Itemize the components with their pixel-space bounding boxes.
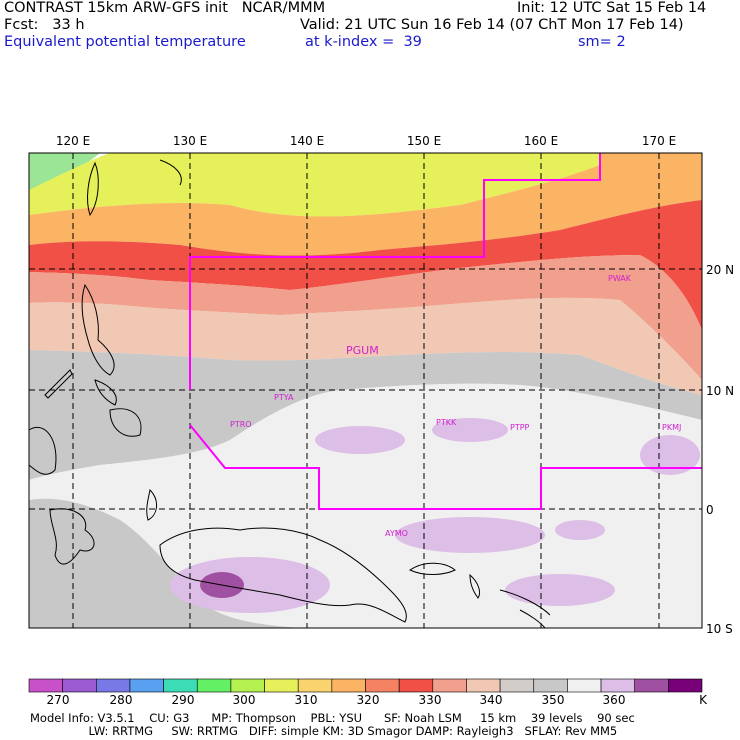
- colorbar-swatch: [398, 678, 434, 693]
- colorbar-swatch: [196, 678, 232, 693]
- colorbar-swatch: [230, 678, 265, 693]
- colorbar-label-290: 290: [171, 693, 195, 707]
- colorbar-swatch: [264, 678, 299, 693]
- colorbar-swatch: [365, 678, 400, 693]
- station-label: PGUM: [346, 344, 379, 357]
- colorbar-swatch: [600, 678, 635, 693]
- station-label: PWAK: [608, 274, 632, 283]
- colorbar-label-300: 300: [232, 693, 256, 707]
- lon-label-130e: 130 E: [172, 134, 208, 148]
- colorbar-swatch: [28, 678, 63, 693]
- colorbar-label-310: 310: [294, 693, 318, 707]
- lat-label-equator: 0: [706, 503, 714, 517]
- theta-e-band-salmon: [29, 255, 702, 380]
- model-info-line2: LW: RRTMG SW: RRTMG DIFF: simple KM: 3D …: [30, 724, 618, 738]
- colorbar-swatch: [466, 678, 501, 693]
- colorbar-label-320: 320: [356, 693, 380, 707]
- lon-label-160e: 160 E: [523, 134, 559, 148]
- station-label: PKMJ: [662, 423, 681, 432]
- colorbar-swatch: [634, 678, 669, 693]
- coastline-bougainville: [469, 573, 481, 599]
- theta-e-patch-lilac: [555, 520, 605, 540]
- coastline-palawan: [44, 369, 73, 399]
- header-title: CONTRAST 15km ARW-GFS init NCAR/MMM: [4, 0, 326, 16]
- colorbar-swatch: [129, 678, 164, 693]
- colorbar-unit: K: [699, 693, 707, 707]
- theta-e-patch-lilac: [505, 574, 615, 606]
- colorbar-swatch: [567, 678, 602, 693]
- theta-e-patch-lilac: [432, 418, 508, 442]
- colorbar-swatch: [96, 678, 131, 693]
- header-init-time: Init: 12 UTC Sat 15 Feb 14: [517, 0, 707, 16]
- colorbar-swatch: [297, 678, 333, 693]
- colorbar-label-270: 270: [46, 693, 70, 707]
- coastline-luzon: [81, 283, 115, 376]
- theta-e-patch-lilac: [395, 517, 545, 553]
- colorbar-swatch: [62, 678, 97, 693]
- theta-e-patch-lilac: [315, 426, 405, 454]
- map-frame: [28, 152, 703, 629]
- colorbar-label-340: 340: [479, 693, 503, 707]
- coastline-solomons: [499, 589, 551, 629]
- theta-e-band-yellow: [29, 153, 600, 217]
- header-level: at k-index = 39: [305, 34, 422, 50]
- station-label: PTPP: [510, 423, 530, 432]
- colorbar-swatch: [432, 678, 467, 693]
- lat-label-20n: 20 N: [706, 263, 735, 277]
- lon-label-150e: 150 E: [406, 134, 442, 148]
- coastline-sulawesi: [49, 508, 95, 565]
- coastline-new-guinea: [159, 527, 407, 623]
- coastline-borneo: [28, 427, 57, 475]
- coastline-halmahera: [146, 488, 157, 521]
- colorbar-label-360: 360: [602, 693, 626, 707]
- theta-e-band-cold: [29, 153, 100, 190]
- fir-boundary-line: [189, 153, 702, 510]
- model-info-line1: Model Info: V3.5.1 CU: G3 MP: Thompson P…: [30, 711, 635, 725]
- colorbar-label-330: 330: [418, 693, 442, 707]
- lon-label-170e: 170 E: [641, 134, 677, 148]
- header-forecast-hour: Fcst: 33 h: [4, 17, 85, 33]
- theta-e-patch-lilac: [170, 557, 330, 613]
- theta-e-patch-lilac: [640, 435, 700, 475]
- lat-label-10s: 10 S: [706, 622, 733, 636]
- coastline-taiwan: [87, 161, 99, 217]
- station-label: PTKK: [436, 418, 457, 427]
- coastline-visayas: [94, 379, 117, 406]
- colorbar-label-280: 280: [109, 693, 133, 707]
- colorbar-swatch: [668, 678, 703, 693]
- theta-e-band-gray-south: [29, 498, 300, 628]
- colorbar: [28, 678, 703, 693]
- colorbar-swatch: [533, 678, 568, 693]
- header-smoothing: sm= 2: [578, 34, 626, 50]
- theta-e-band-gray: [29, 350, 702, 480]
- station-label: PTYA: [274, 393, 294, 402]
- theta-e-band-red: [29, 200, 702, 330]
- colorbar-swatch: [331, 678, 366, 693]
- theta-e-band-orange: [29, 153, 702, 256]
- lat-label-10n: 10 N: [706, 384, 735, 398]
- header-valid-time: Valid: 21 UTC Sun 16 Feb 14 (07 ChT Mon …: [300, 17, 684, 33]
- lon-label-120e: 120 E: [55, 134, 91, 148]
- colorbar-label-350: 350: [541, 693, 565, 707]
- theta-e-band-tan: [29, 297, 702, 395]
- lon-label-140e: 140 E: [289, 134, 325, 148]
- header-field-name: Equivalent potential temperature: [4, 34, 246, 50]
- station-label: AYMO: [385, 529, 408, 538]
- coastline-mindanao: [109, 408, 142, 437]
- colorbar-swatch: [499, 678, 535, 693]
- station-label: PTRO: [230, 420, 252, 429]
- colorbar-swatch: [163, 678, 198, 693]
- coastline-japan: [159, 159, 182, 186]
